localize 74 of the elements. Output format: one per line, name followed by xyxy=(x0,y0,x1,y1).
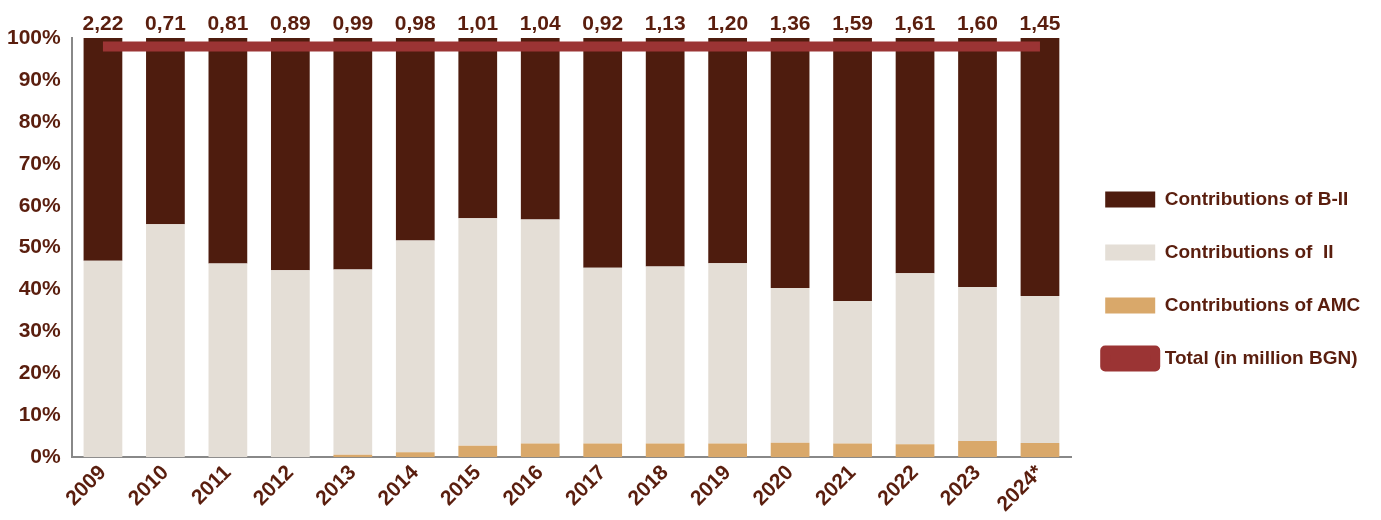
y-tick-label: 100% xyxy=(6,24,62,48)
bar xyxy=(458,38,498,219)
bar xyxy=(895,273,935,445)
bar xyxy=(770,38,810,288)
annotation: 1,04 xyxy=(519,10,561,34)
bar xyxy=(708,38,747,264)
annotation: 0,71 xyxy=(144,10,187,34)
bar xyxy=(770,287,810,443)
annotation: 2,22 xyxy=(82,10,124,34)
bar xyxy=(708,443,747,458)
bar xyxy=(770,442,810,458)
annotation: 0,99 xyxy=(332,10,374,34)
bar xyxy=(645,443,685,458)
bar xyxy=(583,443,623,458)
legend-label: Contributions of AMC xyxy=(1164,293,1361,315)
bar xyxy=(458,218,498,446)
annotation: 1,13 xyxy=(644,10,686,34)
bar xyxy=(708,263,747,444)
annotation: 1,61 xyxy=(894,10,936,34)
bar xyxy=(1020,295,1060,444)
bar xyxy=(333,269,373,455)
bar xyxy=(395,452,435,458)
y-tick-label: 40% xyxy=(18,276,62,300)
bar xyxy=(146,224,185,458)
annotation: 1,20 xyxy=(707,10,749,34)
bar xyxy=(458,445,498,458)
annotation: 0,98 xyxy=(394,10,437,34)
bar xyxy=(83,38,123,261)
legend-label: Total (in million BGN) xyxy=(1164,346,1358,368)
legend-label: Contributions of B-II xyxy=(1164,187,1349,209)
annotation: 1,59 xyxy=(832,10,874,34)
bar xyxy=(270,38,310,271)
annotation: 0,89 xyxy=(269,10,311,34)
bar xyxy=(583,267,623,444)
y-tick-label: 90% xyxy=(18,66,62,90)
annotation: 1,60 xyxy=(957,10,998,34)
y-tick-label: 50% xyxy=(18,234,62,258)
bar xyxy=(395,240,435,453)
y-tick-label: 30% xyxy=(18,318,62,342)
y-tick-label: 20% xyxy=(18,360,62,384)
annotation: 0,92 xyxy=(582,10,624,34)
bar xyxy=(833,38,872,301)
bar xyxy=(520,38,560,220)
bar xyxy=(520,443,560,458)
y-tick-label: 60% xyxy=(18,192,62,216)
bar xyxy=(1020,38,1060,296)
bar xyxy=(583,38,623,268)
bar xyxy=(645,38,685,267)
y-tick-label: 70% xyxy=(18,150,62,174)
bar xyxy=(958,287,997,442)
bar xyxy=(895,38,935,274)
bar xyxy=(208,38,248,264)
bar xyxy=(520,219,560,444)
bar xyxy=(395,38,435,241)
bar xyxy=(833,443,872,458)
annotation: 1,45 xyxy=(1019,10,1061,34)
bar xyxy=(83,260,123,458)
bar xyxy=(146,38,185,225)
annotation: 1,36 xyxy=(769,10,811,34)
annotation: 0,81 xyxy=(207,10,249,34)
bar xyxy=(958,38,997,288)
bar xyxy=(895,444,935,458)
y-tick-label: 10% xyxy=(18,402,62,426)
bar xyxy=(270,270,310,458)
bar xyxy=(645,266,685,444)
y-tick-label: 80% xyxy=(18,108,62,132)
bar xyxy=(208,263,248,458)
bar xyxy=(333,38,373,270)
bar xyxy=(1020,443,1060,458)
annotation: 1,01 xyxy=(457,10,499,34)
bar xyxy=(833,300,872,444)
y-tick-label: 0% xyxy=(30,444,62,468)
bar xyxy=(958,441,997,458)
legend-label: Contributions of II xyxy=(1164,240,1334,262)
